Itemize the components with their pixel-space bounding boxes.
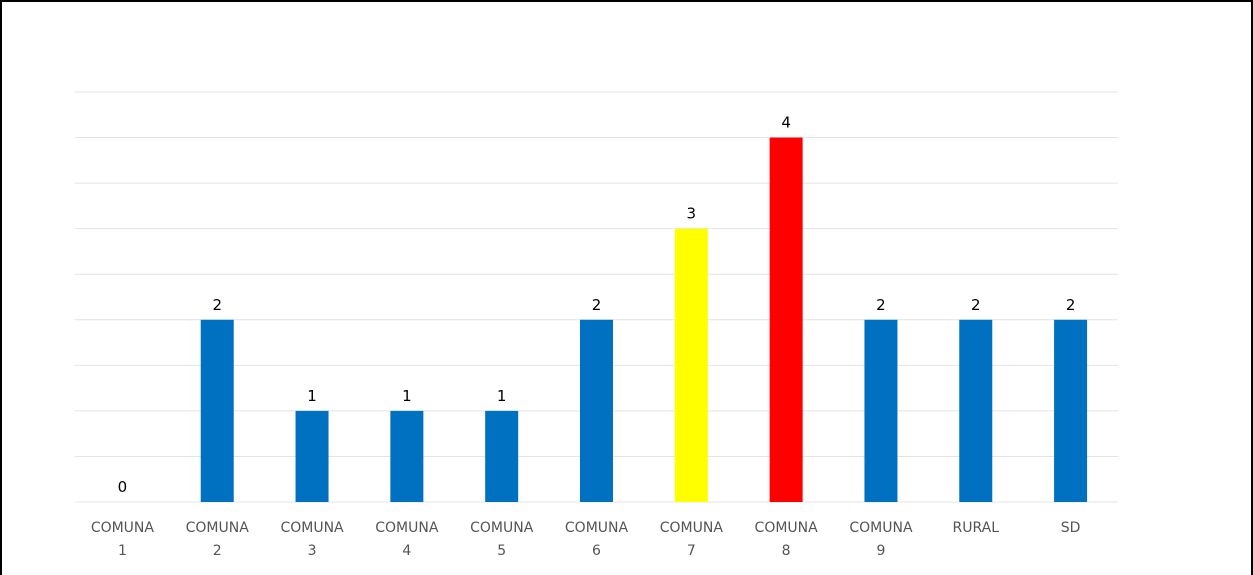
- x-tick-label: 7: [687, 543, 696, 559]
- x-tick-label: COMUNA: [91, 520, 155, 536]
- data-label: 1: [497, 387, 507, 405]
- bar: [864, 319, 898, 502]
- bar: [959, 319, 993, 502]
- bar: [485, 410, 519, 502]
- x-tick-label: COMUNA: [565, 520, 629, 536]
- bar: [200, 319, 234, 502]
- x-tick-label: COMUNA: [849, 520, 913, 536]
- x-tick-label: COMUNA: [375, 520, 439, 536]
- bar: [580, 319, 613, 502]
- x-tick-label: COMUNA: [470, 520, 534, 536]
- data-label: 1: [402, 387, 412, 405]
- bar: [390, 410, 424, 502]
- bar: [295, 410, 329, 502]
- data-label: 0: [118, 478, 128, 496]
- x-tick-label: COMUNA: [186, 520, 250, 536]
- x-tick-label: 8: [782, 543, 791, 559]
- x-tick-label: 9: [876, 543, 885, 559]
- x-tick-label: RURAL: [953, 520, 1000, 536]
- x-tick-label: 1: [118, 543, 127, 559]
- x-tick-label: 6: [592, 543, 601, 559]
- data-label: 2: [971, 296, 981, 314]
- x-tick-label: 4: [402, 543, 411, 559]
- bar: [1054, 319, 1088, 502]
- data-label: 3: [687, 205, 697, 223]
- x-tick-label: 5: [497, 543, 506, 559]
- data-label: 4: [781, 114, 791, 132]
- data-label: 2: [876, 296, 886, 314]
- x-tick-label: 2: [213, 543, 222, 559]
- x-tick-label: 3: [308, 543, 317, 559]
- data-label: 1: [307, 387, 317, 405]
- data-label: 2: [1066, 296, 1076, 314]
- bar: [769, 137, 803, 503]
- data-label: 2: [212, 296, 222, 314]
- x-tick-label: COMUNA: [660, 520, 724, 536]
- x-tick-label: SD: [1061, 520, 1081, 536]
- x-tick-label: COMUNA: [280, 520, 344, 536]
- bar: [674, 228, 708, 502]
- x-tick-label: COMUNA: [755, 520, 819, 536]
- data-label: 2: [592, 296, 602, 314]
